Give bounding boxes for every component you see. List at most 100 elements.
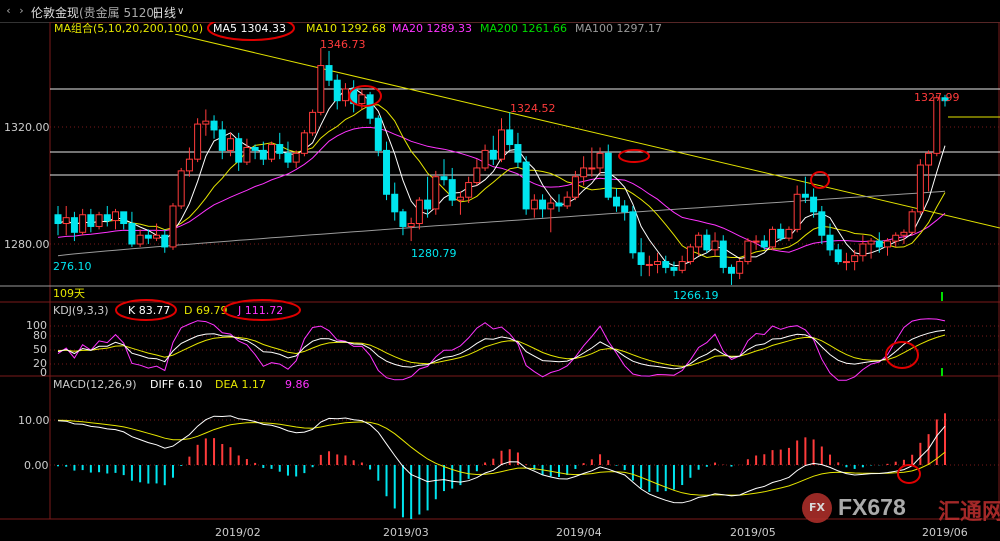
candle-up[interactable]	[563, 196, 571, 207]
candle-down[interactable]	[875, 240, 883, 248]
candle-down[interactable]	[128, 223, 136, 245]
candle-down[interactable]	[87, 214, 95, 227]
candle-up[interactable]	[752, 240, 760, 243]
candle-down[interactable]	[612, 196, 620, 207]
candle-up[interactable]	[884, 240, 892, 248]
candle-up[interactable]	[481, 149, 489, 169]
candle-down[interactable]	[818, 211, 826, 236]
candle-down[interactable]	[777, 228, 785, 239]
candle-up[interactable]	[933, 97, 941, 154]
candle-down[interactable]	[259, 149, 267, 160]
candle-up[interactable]	[900, 231, 908, 236]
candle-up[interactable]	[645, 263, 653, 266]
candle-up[interactable]	[62, 217, 70, 225]
candle-up[interactable]	[268, 144, 276, 160]
candle-down[interactable]	[374, 117, 382, 151]
candle-up[interactable]	[916, 164, 924, 213]
back-arrow-icon[interactable]: ‹	[6, 4, 11, 17]
candle-down[interactable]	[834, 249, 842, 263]
candle-up[interactable]	[859, 243, 867, 257]
candle-down[interactable]	[662, 261, 670, 268]
candle-up[interactable]	[432, 176, 440, 210]
price-chart[interactable]: MA组合(5,10,20,200,100,0) MA5 1304.33 MA10…	[0, 22, 1000, 541]
candle-up[interactable]	[842, 261, 850, 264]
candle-up[interactable]	[317, 65, 325, 113]
candle-down[interactable]	[539, 199, 547, 210]
candle-up[interactable]	[769, 228, 777, 248]
candle-up[interactable]	[588, 167, 596, 170]
candle-up[interactable]	[695, 234, 703, 248]
candle-down[interactable]	[218, 129, 226, 151]
candle-up[interactable]	[309, 111, 317, 134]
candle-up[interactable]	[892, 234, 900, 242]
candle-up[interactable]	[473, 167, 481, 184]
candle-up[interactable]	[177, 170, 185, 207]
period-selector[interactable]: 日线	[152, 6, 177, 20]
candle-up[interactable]	[793, 193, 801, 230]
candle-up[interactable]	[571, 176, 579, 198]
candle-up[interactable]	[498, 129, 505, 160]
candle-up[interactable]	[851, 255, 859, 263]
candle-down[interactable]	[399, 211, 407, 227]
candle-up[interactable]	[202, 120, 210, 125]
candle-down[interactable]	[810, 196, 818, 213]
candle-down[interactable]	[604, 152, 612, 198]
candle-down[interactable]	[760, 240, 768, 248]
candle-down[interactable]	[391, 193, 399, 213]
candle-down[interactable]	[70, 217, 78, 233]
candle-up[interactable]	[153, 234, 161, 239]
candle-up[interactable]	[79, 214, 87, 233]
candle-down[interactable]	[514, 144, 522, 163]
candle-up[interactable]	[654, 261, 662, 265]
candle-down[interactable]	[670, 266, 678, 271]
candle-up[interactable]	[736, 261, 744, 274]
candle-up[interactable]	[407, 223, 415, 227]
candle-up[interactable]	[169, 205, 177, 248]
candle-down[interactable]	[54, 214, 62, 225]
candle-down[interactable]	[522, 161, 530, 210]
candle-up[interactable]	[95, 214, 103, 227]
candle-up[interactable]	[194, 123, 202, 160]
candle-up[interactable]	[711, 240, 719, 251]
candle-down[interactable]	[489, 149, 497, 160]
candle-down[interactable]	[826, 234, 834, 251]
candle-up[interactable]	[185, 158, 193, 172]
candle-down[interactable]	[727, 266, 735, 274]
candle-up[interactable]	[300, 132, 308, 154]
candle-up[interactable]	[547, 202, 555, 210]
candle-up[interactable]	[456, 196, 464, 201]
candle-down[interactable]	[506, 129, 514, 146]
candle-up[interactable]	[226, 138, 234, 151]
candle-down[interactable]	[941, 97, 949, 102]
candle-up[interactable]	[925, 152, 933, 166]
forward-arrow-icon[interactable]: ›	[19, 4, 24, 17]
candle-down[interactable]	[103, 214, 111, 222]
candle-up[interactable]	[292, 152, 300, 163]
candle-down[interactable]	[637, 252, 645, 265]
candle-down[interactable]	[333, 79, 341, 102]
candle-down[interactable]	[719, 240, 727, 268]
candle-down[interactable]	[440, 176, 448, 181]
candle-up[interactable]	[867, 240, 875, 245]
candle-down[interactable]	[161, 234, 169, 248]
candle-down[interactable]	[144, 234, 152, 239]
candle-up[interactable]	[596, 152, 604, 169]
candle-up[interactable]	[358, 94, 366, 105]
candle-up[interactable]	[465, 182, 473, 198]
candle-up[interactable]	[111, 211, 119, 222]
candle-up[interactable]	[785, 228, 793, 239]
candle-down[interactable]	[284, 152, 292, 163]
candle-up[interactable]	[530, 199, 538, 210]
candle-up[interactable]	[415, 199, 423, 225]
candle-up[interactable]	[136, 234, 144, 245]
candle-down[interactable]	[325, 65, 333, 81]
candle-down[interactable]	[555, 202, 563, 207]
candle-up[interactable]	[243, 146, 251, 163]
candle-down[interactable]	[120, 211, 128, 225]
candle-down[interactable]	[703, 234, 711, 251]
candle-down[interactable]	[383, 149, 391, 195]
candle-up[interactable]	[908, 211, 916, 233]
candle-up[interactable]	[678, 261, 686, 271]
candle-down[interactable]	[251, 146, 259, 151]
candle-down[interactable]	[801, 193, 809, 198]
